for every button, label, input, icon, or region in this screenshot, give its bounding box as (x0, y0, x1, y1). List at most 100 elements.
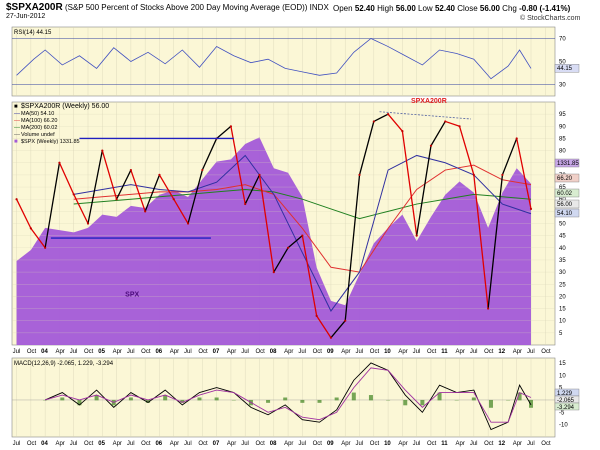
price-tick-label: 10 (559, 319, 566, 325)
x-tick-label: Oct (370, 349, 380, 355)
value-tag (554, 173, 580, 183)
x-tick-label: 12 (498, 441, 505, 447)
value-tag (554, 158, 580, 168)
low-label: Low (418, 4, 433, 13)
x-tick-label: Jul (241, 349, 249, 355)
spxa200r-point (386, 113, 390, 116)
value-tag (554, 208, 580, 218)
x-tick-label: Apr (113, 441, 122, 447)
spxa200r-point (115, 198, 118, 201)
x-tick-label: Jul (470, 349, 478, 355)
x-tick-label: Apr (55, 349, 64, 355)
spxa200r-point (315, 314, 318, 317)
spxa200r-point (101, 149, 104, 152)
macd-histogram-bar (180, 399, 185, 403)
x-tick-label: Oct (84, 441, 94, 447)
x-tick-label: 10 (384, 441, 391, 447)
spxa200r-point (44, 246, 47, 249)
macd-histogram-bar (517, 392, 522, 401)
macd-value-tag (554, 402, 580, 411)
spxa200r-segment (330, 320, 346, 339)
spxa200r-segment (201, 138, 218, 171)
x-tick-label: Oct (370, 441, 380, 447)
price-tick-label: 15 (559, 307, 566, 313)
spxa200r-segment (101, 150, 118, 200)
legend-entry: Volume undef (21, 132, 55, 138)
ma100-line (73, 164, 532, 273)
open-value: 52.40 (354, 4, 375, 13)
spxa200r-point (529, 207, 533, 211)
price-tick-label: 95 (559, 112, 566, 118)
x-tick-label: Jul (70, 441, 78, 447)
chg-value: -0.80 (-1.41%) (519, 4, 571, 13)
x-tick-label: 05 (98, 349, 105, 355)
description: (S&P 500 Percent of Stocks Above 200 Day… (64, 3, 308, 12)
x-tick-label: Jul (413, 349, 421, 355)
spxa200r-segment (473, 174, 489, 309)
open-label: Open (333, 4, 353, 13)
macd-histogram-bar (197, 397, 202, 401)
spxa200r-segment (144, 174, 161, 212)
spxa200r-segment (44, 162, 61, 248)
spxa200r-segment (458, 126, 475, 176)
x-tick-label: Oct (255, 441, 265, 447)
macd-tick-label: -10 (559, 423, 568, 429)
price-tick-label: 40 (559, 246, 566, 252)
x-tick-label: 08 (270, 349, 277, 355)
x-tick-label: 11 (441, 349, 448, 355)
x-tick-label: Jul (184, 349, 192, 355)
exchange: INDX (309, 3, 329, 12)
x-tick-label: 06 (155, 349, 162, 355)
x-tick-label: Apr (170, 441, 179, 447)
x-tick-label: Apr (341, 349, 350, 355)
legend-swatch: ■ (14, 104, 18, 110)
x-tick-label: Oct (27, 441, 37, 447)
spxa200r-segment (373, 113, 389, 123)
macd-histogram-bar (368, 395, 373, 401)
macd-histogram-bar (437, 392, 442, 401)
spxa200r-point (86, 222, 90, 225)
spxa200r-point (515, 137, 518, 140)
spxa200r-point (429, 144, 433, 147)
macd-histogram-bar (351, 392, 356, 401)
spxa200r-segment (273, 247, 289, 273)
x-tick-label: Jul (413, 441, 421, 447)
spxa200r-point (229, 125, 233, 128)
rsi-legend: RSI(14) 44.15 (14, 30, 52, 36)
spxa200r-point (458, 125, 461, 128)
rsi-line (16, 38, 532, 80)
spxa200r-point (372, 120, 375, 123)
spxa200r-segment (87, 150, 103, 224)
macd-value-label: 1.229 (557, 391, 573, 397)
macd-histogram-bar (283, 397, 288, 401)
legend-swatch: — (14, 125, 20, 131)
spxa200r-point (201, 168, 204, 172)
spxa200r-point (487, 307, 490, 310)
price-tick-label: 50 (559, 222, 566, 228)
x-tick-label: 10 (384, 349, 391, 355)
spxa200r-segment (158, 174, 175, 200)
x-tick-label: Oct (198, 349, 208, 355)
x-tick-label: Apr (113, 349, 122, 355)
macd-histogram-bar (77, 399, 82, 406)
x-tick-label: Oct (255, 349, 265, 355)
macd-value-label: -2.065 (557, 398, 575, 404)
x-tick-label: Jul (298, 349, 306, 355)
spxa200r-segment (73, 194, 89, 224)
x-tick-label: 07 (213, 349, 220, 355)
low-value: 52.40 (434, 4, 455, 13)
value-tag (554, 199, 580, 209)
symbol: $SPXA200R (6, 2, 63, 13)
legend-entry: MA(200) 60.02 (21, 125, 57, 131)
x-tick-label: Oct (313, 349, 323, 355)
price-legend-title: $SPXA200R (Weekly) 56.00 (21, 103, 109, 110)
x-tick-label: Jul (527, 349, 535, 355)
macd-histogram-bar (163, 395, 168, 401)
value-tag-label: 60.02 (557, 191, 573, 197)
x-tick-label: Jul (356, 349, 364, 355)
x-tick-label: 09 (327, 441, 334, 447)
legend-entry: $SPX (Weekly) 1331.85 (21, 139, 80, 145)
spxa200r-point (286, 246, 290, 249)
x-tick-label: Oct (141, 349, 151, 355)
spxa200r-segment (216, 125, 232, 139)
